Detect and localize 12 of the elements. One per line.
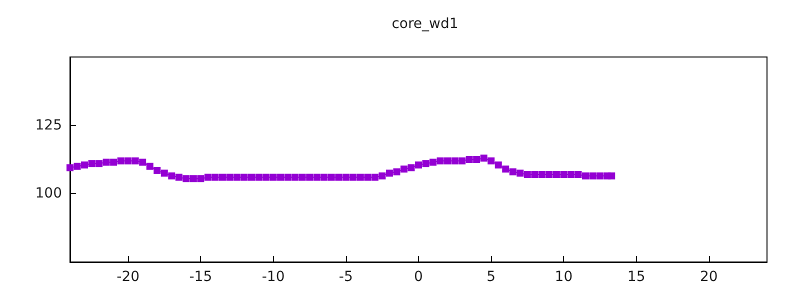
- x-tick-label: -20: [116, 269, 140, 285]
- x-tick-label: 15: [627, 269, 646, 285]
- x-tick-label: -15: [189, 269, 212, 285]
- y-tick-label: 100: [35, 186, 62, 202]
- x-tick-label: 0: [414, 269, 423, 285]
- x-tick-label: 20: [700, 269, 718, 285]
- y-tick-label: 125: [35, 117, 62, 134]
- x-tick-label: 5: [486, 269, 496, 285]
- x-tick-label: -10: [262, 269, 285, 285]
- chart-title: core_wd1: [392, 16, 458, 32]
- x-tick-label: 10: [554, 269, 573, 285]
- x-tick-label: -5: [338, 269, 353, 285]
